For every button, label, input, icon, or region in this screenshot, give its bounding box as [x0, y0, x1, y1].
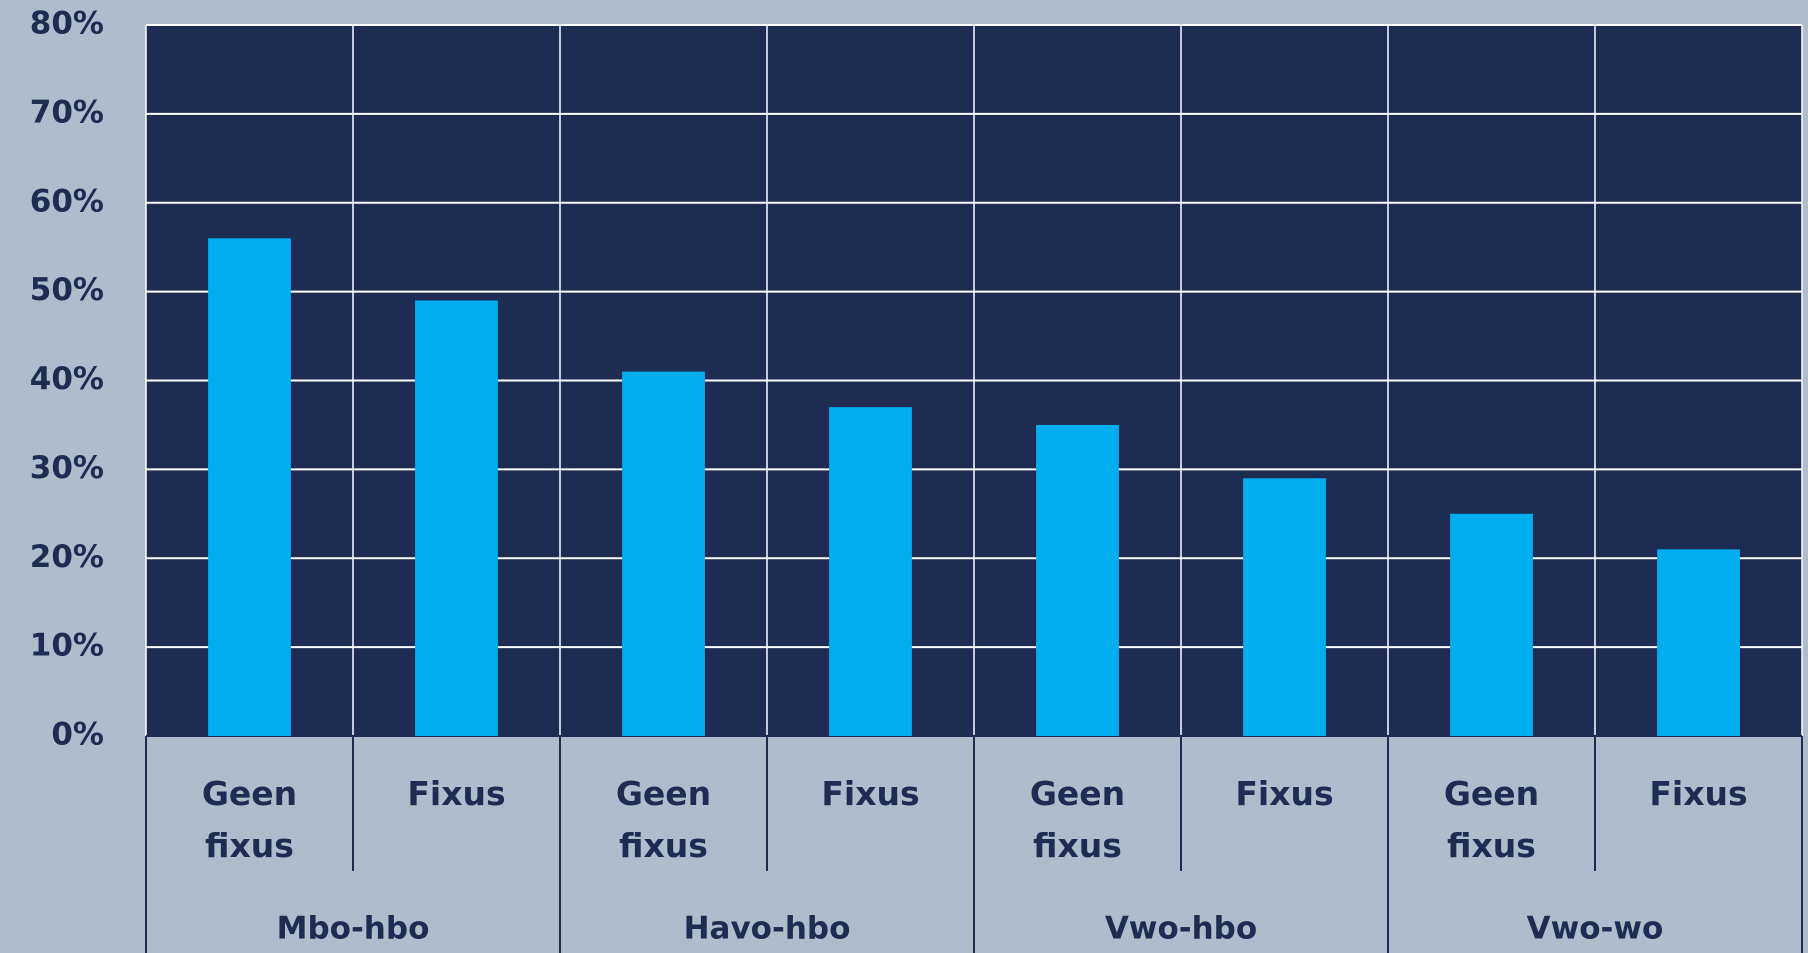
y-tick-label: 40%: [30, 361, 104, 397]
x-tick-label: Fixus: [407, 774, 506, 813]
x-tick-label-box: Geen fixus: [1443, 774, 1540, 865]
y-tick-label: 10%: [30, 628, 104, 664]
bar: [208, 238, 291, 737]
y-tick-label: 0%: [51, 717, 104, 753]
bar: [1450, 513, 1533, 736]
x-tick-label-box: Geen fixus: [201, 774, 298, 865]
bar: [1243, 478, 1326, 736]
y-tick-label: 60%: [30, 183, 104, 219]
x-tick-label: Geen fixus: [1029, 774, 1126, 865]
y-tick-label: 70%: [30, 94, 104, 130]
x-tick-label-box: Fixus: [1649, 774, 1748, 813]
y-tick-label: 50%: [30, 272, 104, 308]
bar: [829, 407, 912, 736]
x-tick-label: Fixus: [1235, 774, 1334, 813]
x-tick-label-box: Fixus: [1235, 774, 1334, 813]
group-label: Havo-hbo: [684, 911, 851, 947]
group-label: Vwo-wo: [1527, 911, 1664, 947]
x-tick-label-box: Geen fixus: [1029, 774, 1126, 865]
x-tick-label: Fixus: [821, 774, 920, 813]
x-tick-label: Geen fixus: [615, 774, 712, 865]
bar: [622, 371, 705, 736]
bar: [1036, 424, 1119, 736]
group-label: Mbo-hbo: [277, 911, 430, 947]
bar: [1657, 549, 1740, 736]
x-tick-label: Geen fixus: [1443, 774, 1540, 865]
y-tick-label: 20%: [30, 539, 104, 575]
bar: [415, 300, 498, 736]
x-tick-label-box: Fixus: [407, 774, 506, 813]
x-tick-label-box: Fixus: [821, 774, 920, 813]
y-tick-label: 80%: [30, 6, 104, 42]
x-tick-label-box: Geen fixus: [615, 774, 712, 865]
group-label: Vwo-hbo: [1105, 911, 1257, 947]
x-tick-label: Fixus: [1649, 774, 1748, 813]
y-tick-label: 30%: [30, 450, 104, 486]
x-tick-label: Geen fixus: [201, 774, 298, 865]
